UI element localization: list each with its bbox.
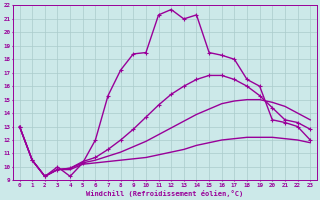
X-axis label: Windchill (Refroidissement éolien,°C): Windchill (Refroidissement éolien,°C): [86, 190, 244, 197]
